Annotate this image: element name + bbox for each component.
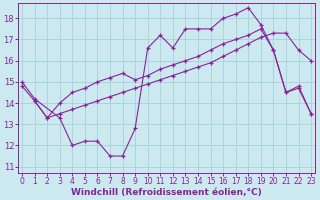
X-axis label: Windchill (Refroidissement éolien,°C): Windchill (Refroidissement éolien,°C) [71,188,262,197]
